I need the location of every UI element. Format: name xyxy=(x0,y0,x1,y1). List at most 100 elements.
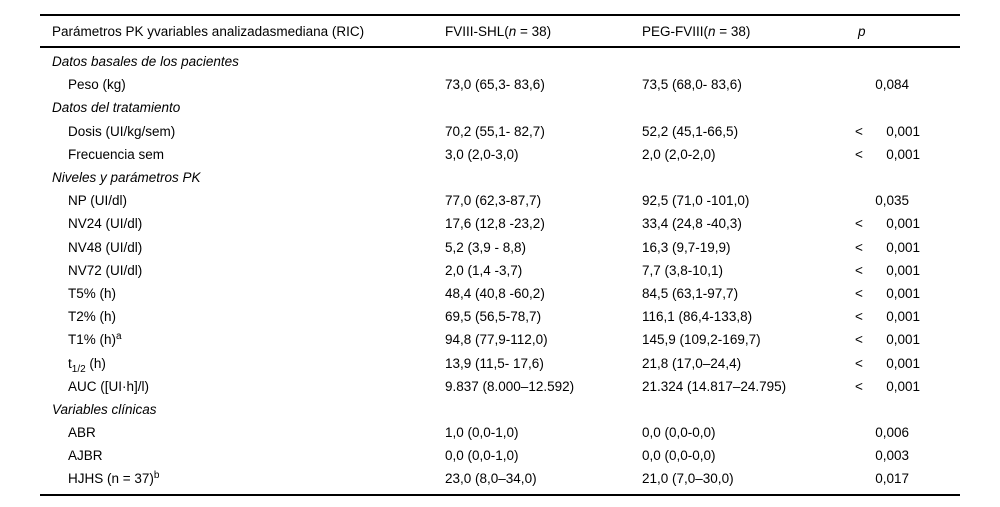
table-row: AUC ([UI·h]/l) 9.837 (8.000–12.592) 21.3… xyxy=(40,375,960,398)
table-row: T1% (h)a 94,8 (77,9-112,0) 145,9 (109,2-… xyxy=(40,328,960,351)
peg-fviii-value-cell: 116,1 (86,4-133,8) xyxy=(642,309,753,325)
table-row: AJBR 0,0 (0,0-1,0) 0,0 (0,0-0,0) 0,003 xyxy=(40,444,960,467)
fviii-shl-value-cell: 0,0 (0,0-1,0) xyxy=(445,448,519,464)
parameter-label: Datos basales de los pacientes xyxy=(52,54,239,70)
parameter-label: T1% (h)a xyxy=(68,331,122,348)
section-header-row: Datos basales de los pacientes xyxy=(40,50,960,73)
less-than-sign: < xyxy=(855,123,863,139)
less-than-sign xyxy=(855,77,873,92)
peg-fviii-value-cell: 84,5 (63,1-97,7) xyxy=(642,285,739,301)
table-row: NV48 (UI/dl) 5,2 (3,9 - 8,8) 16,3 (9,7-1… xyxy=(40,236,960,259)
less-than-sign: < xyxy=(855,239,863,255)
section-header-row: Niveles y parámetros PK xyxy=(40,166,960,189)
parameter-label: AUC ([UI·h]/l) xyxy=(68,378,149,394)
header-p-column: p xyxy=(858,23,866,39)
fviii-shl-value-cell: 9.837 (8.000–12.592) xyxy=(445,378,575,394)
parameter-label: NV24 (UI/dl) xyxy=(68,216,143,232)
peg-fviii-value-cell: 7,7 (3,8-10,1) xyxy=(642,262,724,278)
parameter-label-cell: T2% (h) xyxy=(40,309,445,324)
table-row: ABR 1,0 (0,0-1,0) 0,0 (0,0-0,0) 0,006 xyxy=(40,421,960,444)
less-than-sign: < xyxy=(855,355,863,371)
fviii-shl-value-cell: 70,2 (55,1- 82,7) xyxy=(445,123,545,139)
fviii-shl-value-cell: 17,6 (12,8 -23,2) xyxy=(445,216,545,232)
peg-fviii-value-cell: 16,3 (9,7-19,9) xyxy=(642,239,731,255)
peg-fviii-value-cell: 0,0 (0,0-0,0) xyxy=(642,425,716,441)
fviii-shl-value-cell: 48,4 (40,8 -60,2) xyxy=(445,285,545,301)
parameter-label-cell: NV48 (UI/dl) xyxy=(40,240,445,255)
peg-fviii-value-cell: 33,4 (24,8 -40,3) xyxy=(642,216,742,232)
p-value: 0,084 xyxy=(875,77,909,93)
fviii-shl-value-cell: 13,9 (11,5- 17,6) xyxy=(445,355,544,371)
parameter-label: NV48 (UI/dl) xyxy=(68,239,143,255)
parameter-label: Frecuencia sem xyxy=(68,146,165,162)
less-than-sign xyxy=(855,193,873,208)
less-than-sign: < xyxy=(855,262,863,278)
parameter-label: T5% (h) xyxy=(68,285,117,301)
p-value: 0,001 xyxy=(886,262,920,278)
p-value-cell: 0,003 xyxy=(855,448,960,463)
parameter-label: AJBR xyxy=(68,448,103,464)
less-than-sign: < xyxy=(855,216,863,232)
p-value: 0,001 xyxy=(886,309,920,325)
parameter-label-cell: t1/2 (h) xyxy=(40,355,445,375)
parameter-label-cell: Dosis (UI/kg/sem) xyxy=(40,124,445,139)
parameter-label-cell: NV24 (UI/dl) xyxy=(40,216,445,231)
p-value: 0,001 xyxy=(886,285,920,301)
peg-fviii-value-cell: 73,5 (68,0- 83,6) xyxy=(642,77,742,93)
table-row: t1/2 (h) 13,9 (11,5- 17,6) 21,8 (17,0–24… xyxy=(40,351,960,375)
parameter-label-cell: Frecuencia sem xyxy=(40,147,445,162)
less-than-sign xyxy=(855,425,873,440)
p-value-cell: < 0,001 xyxy=(855,124,960,139)
less-than-sign: < xyxy=(855,332,863,348)
header-peg-fviii-column: PEG-FVIII(n = 38) xyxy=(642,23,751,39)
p-value: 0,003 xyxy=(875,448,909,464)
less-than-sign: < xyxy=(855,378,863,394)
p-value: 0,001 xyxy=(886,378,920,394)
p-value: 0,001 xyxy=(886,332,920,348)
table-body: Datos basales de los pacientes Peso (kg)… xyxy=(40,48,960,496)
fviii-shl-value-cell: 1,0 (0,0-1,0) xyxy=(445,425,519,441)
parameter-label: NP (UI/dl) xyxy=(68,193,128,209)
p-value-cell: < 0,001 xyxy=(855,216,960,231)
parameter-label-cell: AJBR xyxy=(40,448,445,463)
p-value-cell: < 0,001 xyxy=(855,309,960,324)
p-value-cell: < 0,001 xyxy=(855,286,960,301)
fviii-shl-value-cell: 5,2 (3,9 - 8,8) xyxy=(445,239,527,255)
parameter-label-cell: HJHS (n = 37)b xyxy=(40,471,445,487)
p-value-cell: < 0,001 xyxy=(855,332,960,347)
table-row: Peso (kg) 73,0 (65,3- 83,6) 73,5 (68,0- … xyxy=(40,73,960,96)
section-header-row: Variables clínicas xyxy=(40,398,960,421)
fviii-shl-value-cell: 77,0 (62,3-87,7) xyxy=(445,193,542,209)
parameter-label: Peso (kg) xyxy=(68,77,126,93)
parameter-label-cell: AUC ([UI·h]/l) xyxy=(40,379,445,394)
fviii-shl-value-cell: 23,0 (8,0–34,0) xyxy=(445,471,537,487)
header-parameters-column: Parámetros PK yvariables analizadasmedia… xyxy=(52,23,365,39)
parameter-label: T2% (h) xyxy=(68,309,117,325)
parameter-label: t1/2 (h) xyxy=(68,355,106,375)
parameter-label: Niveles y parámetros PK xyxy=(52,170,201,186)
peg-fviii-value-cell: 21.324 (14.817–24.795) xyxy=(642,378,787,394)
parameter-label: Dosis (UI/kg/sem) xyxy=(68,123,176,139)
less-than-sign xyxy=(855,448,873,463)
p-value: 0,001 xyxy=(886,123,920,139)
p-value-cell: 0,017 xyxy=(855,471,960,486)
parameter-label-cell: ABR xyxy=(40,425,445,440)
parameter-label-cell: T5% (h) xyxy=(40,286,445,301)
parameter-label-cell: Niveles y parámetros PK xyxy=(40,170,445,185)
parameter-label-cell: Datos del tratamiento xyxy=(40,100,445,115)
header-fviii-shl-column: FVIII-SHL(n = 38) xyxy=(445,23,552,39)
less-than-sign: < xyxy=(855,285,863,301)
p-value: 0,035 xyxy=(875,193,909,209)
peg-fviii-value-cell: 92,5 (71,0 -101,0) xyxy=(642,193,750,209)
table-row: NP (UI/dl) 77,0 (62,3-87,7) 92,5 (71,0 -… xyxy=(40,189,960,212)
fviii-shl-value-cell: 3,0 (2,0-3,0) xyxy=(445,146,519,162)
table-row: NV24 (UI/dl) 17,6 (12,8 -23,2) 33,4 (24,… xyxy=(40,212,960,235)
parameter-label: NV72 (UI/dl) xyxy=(68,262,143,278)
fviii-shl-value-cell: 73,0 (65,3- 83,6) xyxy=(445,77,545,93)
section-header-row: Datos del tratamiento xyxy=(40,96,960,119)
p-value-cell: 0,006 xyxy=(855,425,960,440)
table-row: T2% (h) 69,5 (56,5-78,7) 116,1 (86,4-133… xyxy=(40,305,960,328)
peg-fviii-value-cell: 2,0 (2,0-2,0) xyxy=(642,146,716,162)
peg-fviii-value-cell: 0,0 (0,0-0,0) xyxy=(642,448,716,464)
p-value-cell: < 0,001 xyxy=(855,356,960,371)
